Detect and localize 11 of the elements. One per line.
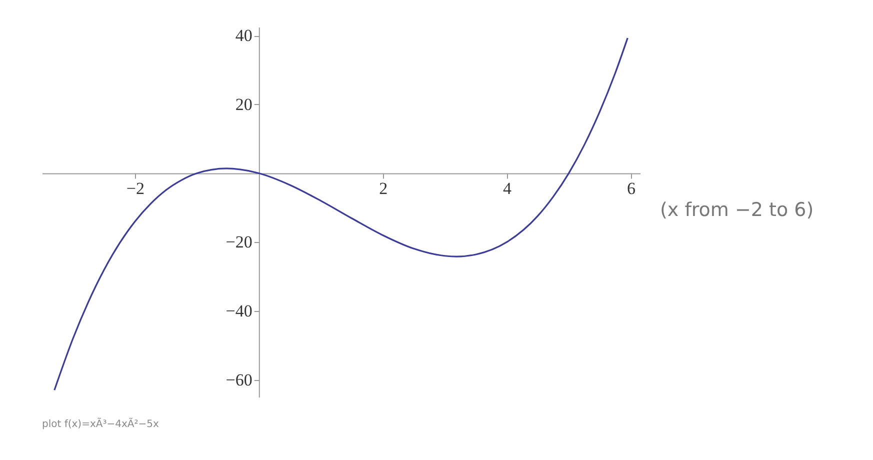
- y-tick-label: 20: [235, 94, 252, 114]
- y-tick-label: 40: [235, 26, 252, 46]
- text: plot f(x)=xÃ³−4xÃ²−5x: [42, 417, 159, 430]
- x-tick-label: 4: [503, 178, 512, 198]
- x-tick-label: −2: [126, 178, 144, 198]
- y-tick-label: −60: [226, 370, 252, 390]
- x-tick-label: 6: [626, 178, 636, 198]
- text: (x from −2 to 6): [660, 199, 814, 221]
- x-tick-label: 2: [379, 178, 388, 198]
- y-tick-label: −20: [226, 232, 252, 252]
- y-tick-label: −40: [226, 301, 252, 320]
